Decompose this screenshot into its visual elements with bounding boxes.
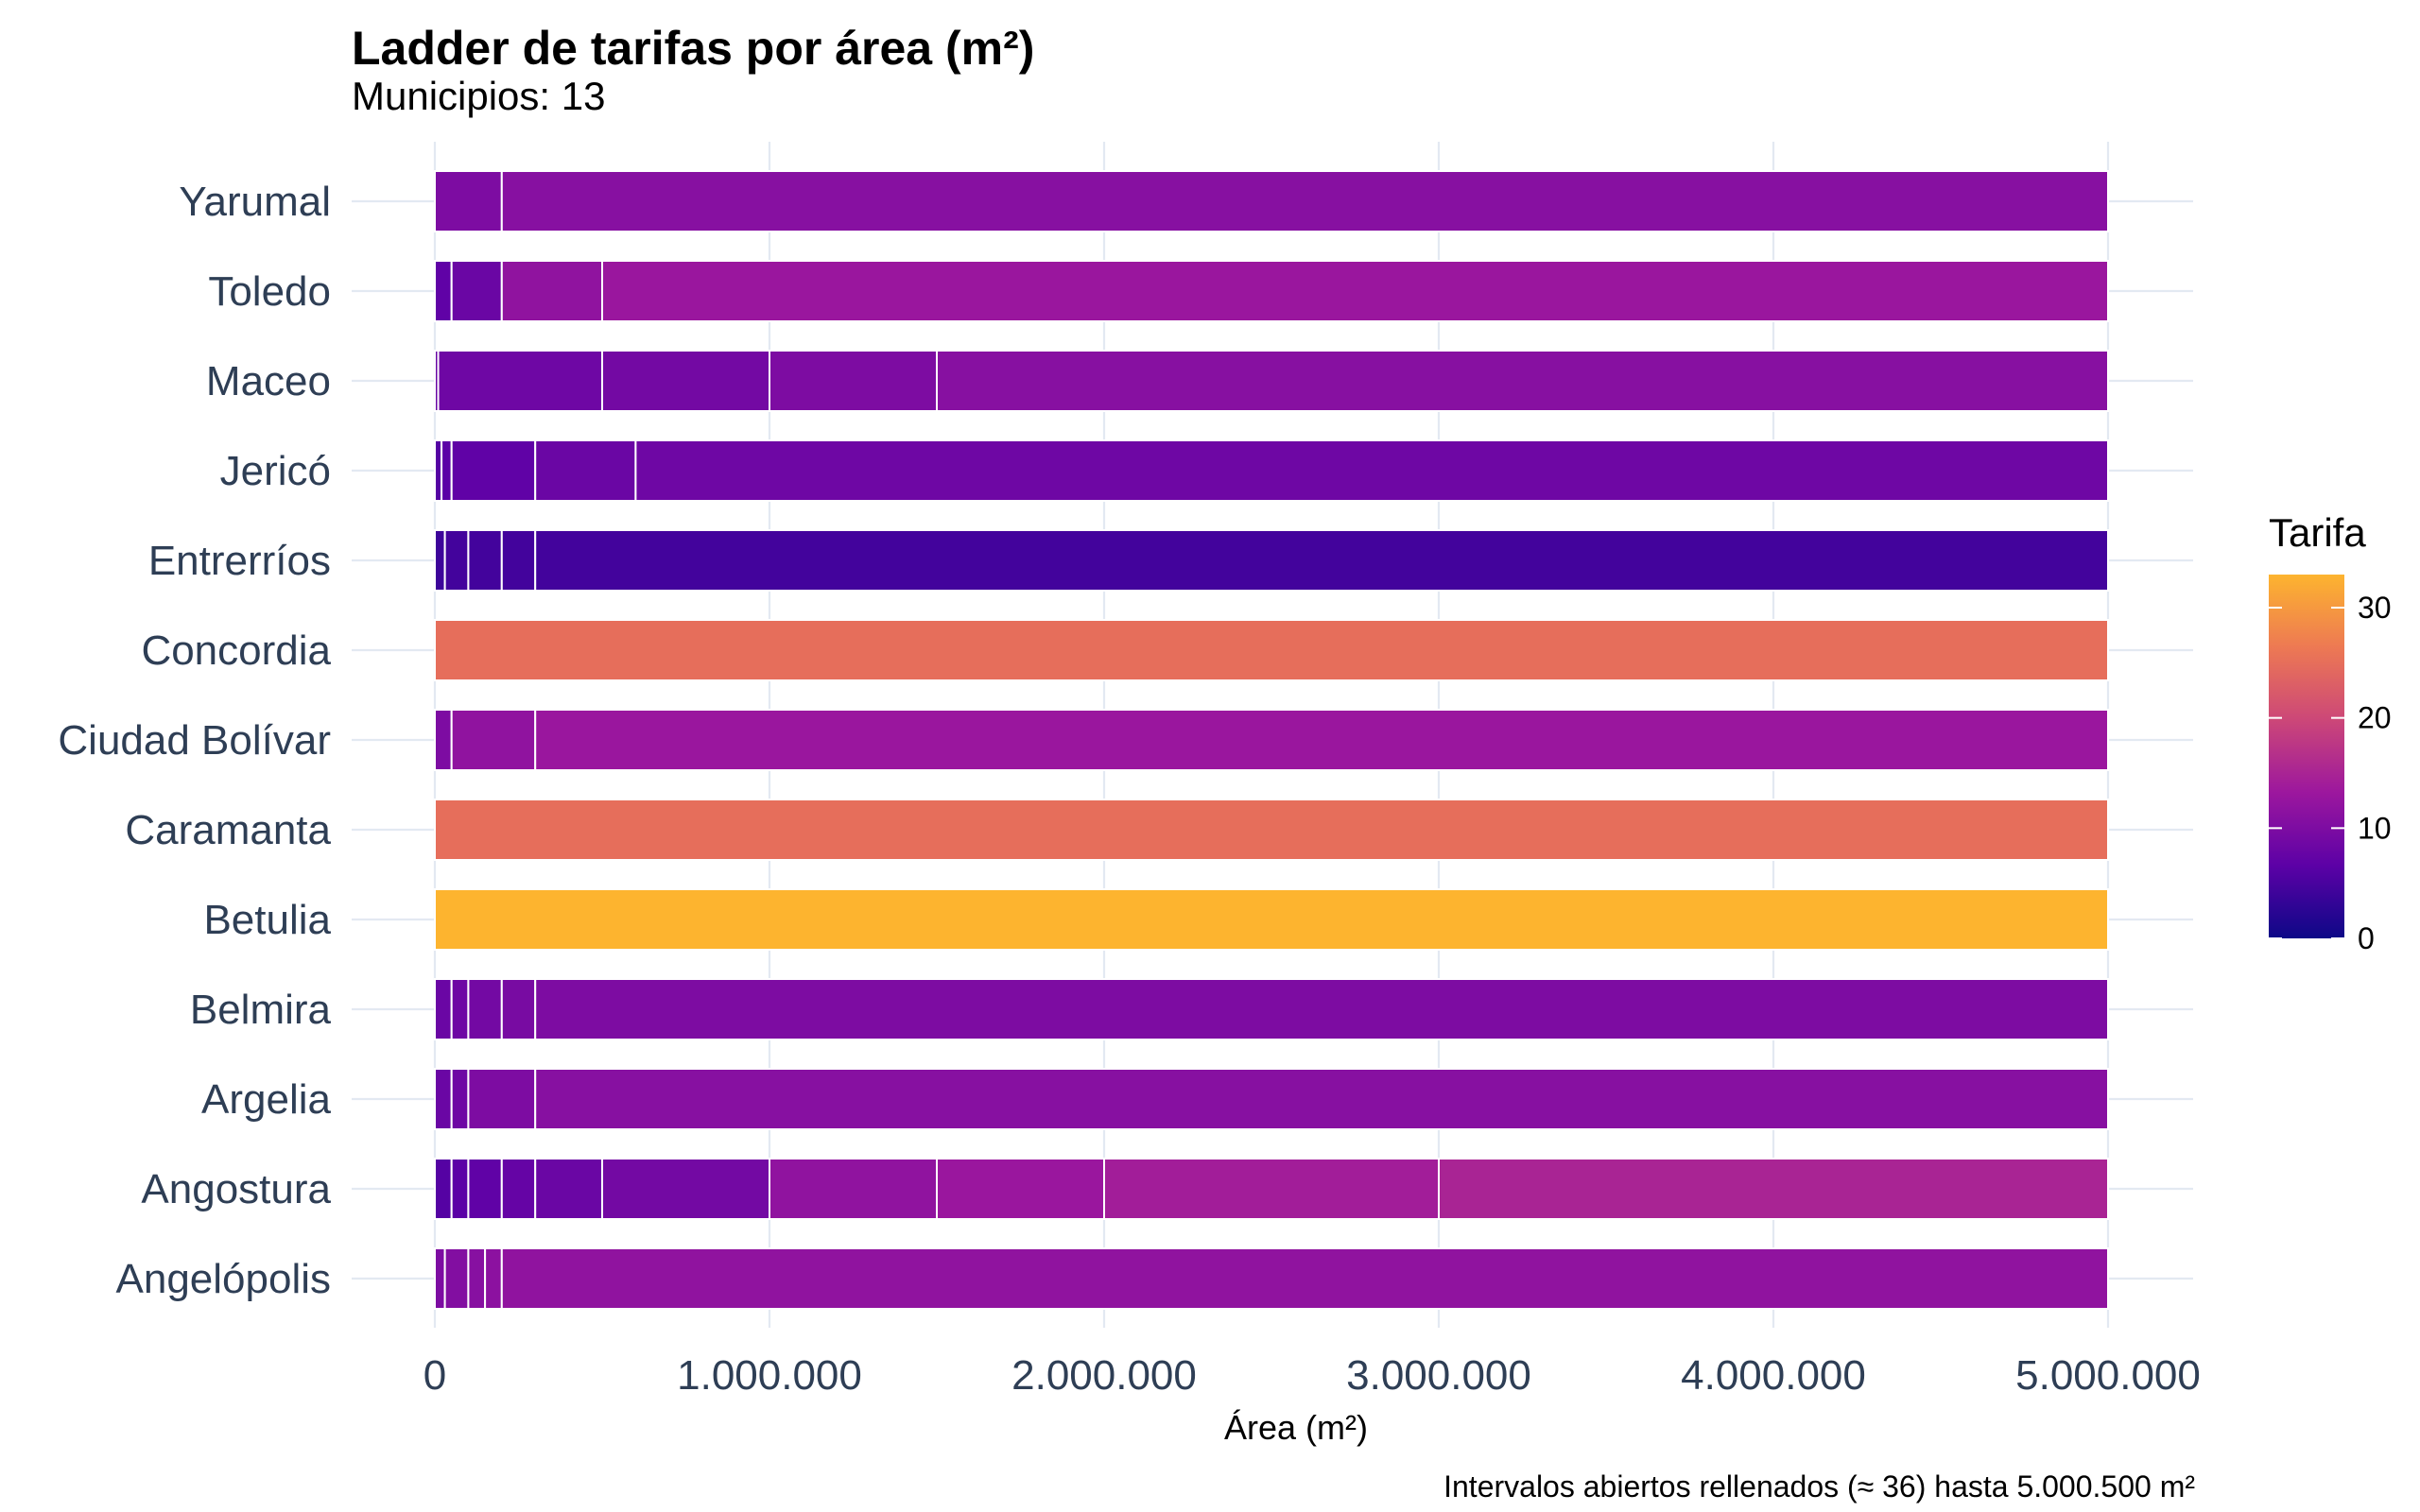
bar-segment: [450, 978, 470, 1040]
legend-title: Tarifa: [2269, 510, 2366, 555]
bar-segment: [936, 350, 2109, 412]
category-label: Belmira: [190, 987, 332, 1033]
x-tick-labels: 0 1.000.000 2.000.000 3.000.000 4.000.000 5.0…: [424, 1352, 2201, 1399]
bar-segment: [450, 1158, 470, 1220]
bar-segment: [769, 1158, 938, 1220]
category-label: Toledo: [208, 268, 331, 315]
category-label: Angostura: [141, 1166, 331, 1212]
bar-segment: [441, 439, 453, 502]
bar-segment: [443, 1247, 470, 1310]
legend-tick-label: 30: [2358, 591, 2392, 625]
bar-segment: [467, 1158, 503, 1220]
x-tick-label: 5.000.000: [2015, 1352, 2201, 1399]
x-tick-label: 3.000.000: [1346, 1352, 1531, 1399]
bar-segment: [434, 1068, 453, 1130]
legend-tick-label: 10: [2358, 811, 2392, 845]
bar-segment: [601, 1158, 770, 1220]
legend: Tarifa 0 10 20 30: [2269, 510, 2392, 955]
legend-colorbar: [2269, 575, 2344, 938]
category-label: Ciudad Bolívar: [58, 717, 331, 764]
bar-segment: [467, 978, 503, 1040]
bar-segment: [769, 350, 938, 412]
category-label: Betulia: [203, 897, 331, 943]
bar-segment: [500, 978, 537, 1040]
bar-segment: [434, 439, 443, 502]
category-label: Entrerríos: [148, 538, 331, 584]
bar-segment: [500, 170, 2109, 232]
bar-segment: [534, 1068, 2110, 1130]
x-tick-label: 0: [424, 1352, 446, 1399]
bar-segment: [434, 260, 453, 322]
bar-segment: [434, 978, 453, 1040]
bar-segment: [450, 709, 537, 771]
bar-segment: [1103, 1158, 1440, 1220]
chart-subtitle: Municipios: 13: [352, 74, 605, 118]
x-tick-label: 2.000.000: [1011, 1352, 1197, 1399]
category-label: Angelópolis: [116, 1256, 332, 1302]
bar-segment: [434, 619, 2109, 681]
bar-segment: [601, 350, 770, 412]
bar-segment: [500, 1247, 2109, 1310]
bars: [434, 170, 2110, 1310]
category-label: Argelia: [201, 1076, 331, 1123]
legend-tick-label: 0: [2358, 921, 2375, 955]
category-label: Caramanta: [125, 807, 331, 853]
x-tick-label: 1.000.000: [677, 1352, 862, 1399]
bar-segment: [434, 529, 446, 592]
bar-segment: [1438, 1158, 2109, 1220]
bar-segment: [434, 1247, 446, 1310]
x-axis-title: Área (m²): [1224, 1408, 1368, 1447]
category-label: Yarumal: [179, 179, 331, 225]
bar-segment: [534, 1158, 604, 1220]
bar-segment: [634, 439, 2109, 502]
legend-tick-label: 20: [2358, 701, 2392, 735]
bar-segment: [534, 529, 2110, 592]
category-labels: Yarumal Toledo Maceo Jericó Entrerríos Concor…: [58, 179, 331, 1302]
bar-segment: [467, 529, 503, 592]
category-label: Maceo: [206, 358, 331, 404]
chart-caption: Intervalos abiertos rellenados (≈ 36) ha…: [1443, 1469, 2195, 1503]
bar-segment: [534, 709, 2110, 771]
bar-segment: [467, 1247, 487, 1310]
category-label: Concordia: [141, 627, 331, 674]
bar-segment: [500, 1158, 537, 1220]
category-label: Jericó: [220, 448, 331, 494]
bar-segment: [534, 439, 637, 502]
bar-segment: [450, 260, 503, 322]
bar-segment: [500, 529, 537, 592]
x-tick-label: 4.000.000: [1681, 1352, 1866, 1399]
chart-title: Ladder de tarifas por área (m²): [352, 22, 1034, 75]
bar-segment: [434, 799, 2109, 861]
bar-segment: [500, 260, 603, 322]
bar-segment: [434, 1158, 453, 1220]
bar-segment: [434, 709, 453, 771]
bar-segment: [936, 1158, 1105, 1220]
bar-segment: [443, 529, 470, 592]
bar-segment: [484, 1247, 503, 1310]
bar-segment: [434, 170, 503, 232]
bar-segment: [434, 888, 2109, 951]
bar-segment: [601, 260, 2109, 322]
bar-segment: [437, 350, 604, 412]
bar-segment: [467, 1068, 537, 1130]
bar-segment: [450, 439, 537, 502]
bar-segment: [534, 978, 2110, 1040]
bar-segment: [450, 1068, 470, 1130]
